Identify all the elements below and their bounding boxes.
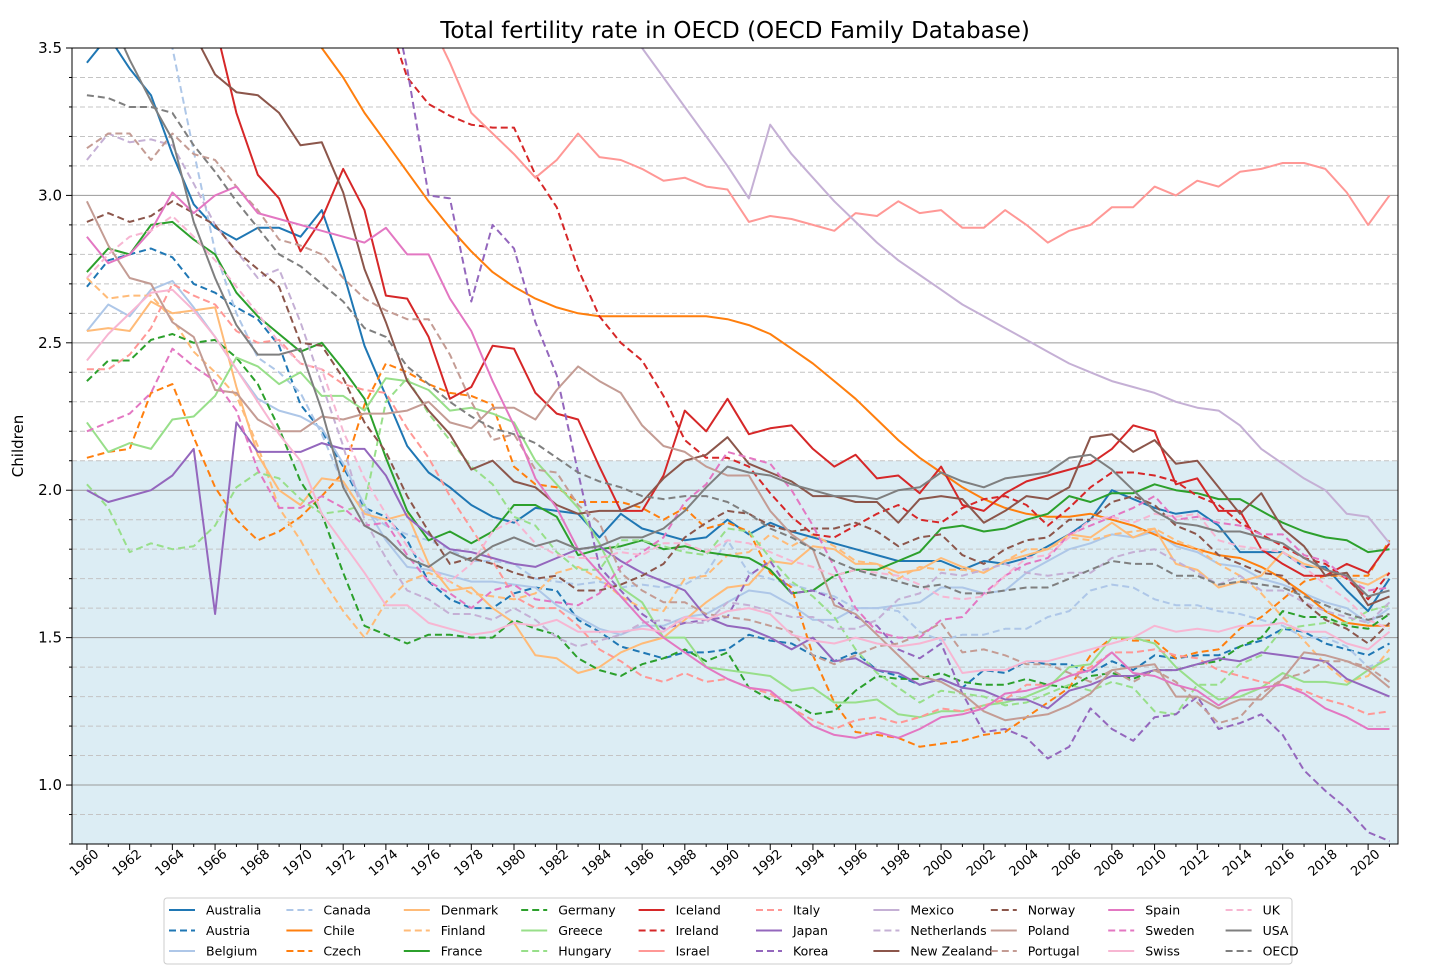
- y-tick-label: 1.5: [38, 629, 62, 647]
- legend-label: Greece: [558, 923, 603, 938]
- legend-label: Czech: [323, 944, 361, 959]
- legend-label: Germany: [558, 903, 616, 918]
- plot-frame: [71, 47, 1399, 845]
- series-line-new-zealand: [200, 48, 1390, 607]
- legend-label: Israel: [676, 944, 710, 959]
- series-line-netherlands: [86, 132, 1391, 648]
- below-replacement-band: [72, 460, 1398, 844]
- series-line-korea: [401, 48, 1390, 843]
- series-line-sweden: [86, 347, 1390, 639]
- y-axis: 1.0 1.5 2.0 2.5 3.0 3.5: [38, 39, 72, 845]
- legend-box: [163, 897, 1293, 965]
- legend-label: UK: [1263, 903, 1281, 918]
- legend-label: Korea: [793, 944, 828, 959]
- series-line-spain: [86, 185, 1390, 739]
- legend-label: USA: [1263, 923, 1289, 938]
- legend-label: Canada: [323, 903, 371, 918]
- y-tick-label: 3.0: [38, 186, 62, 204]
- series-line-israel: [441, 48, 1391, 244]
- series-line-italy: [86, 282, 1390, 730]
- legend-label: Netherlands: [910, 923, 986, 938]
- series-line-japan: [86, 421, 1390, 710]
- series-line-australia: [86, 48, 1391, 613]
- chart-title: Total fertility rate in OECD (OECD Famil…: [439, 18, 1030, 44]
- legend-label: Belgium: [206, 944, 257, 959]
- legend-label: Italy: [793, 903, 821, 918]
- series-line-mexico: [640, 48, 1391, 544]
- series-lines: [85, 48, 1391, 843]
- replacement-band: [72, 460, 1398, 844]
- y-tick-label: 2.5: [38, 334, 62, 352]
- legend-label: Norway: [1028, 903, 1076, 918]
- series-line-oecd: [86, 94, 1390, 621]
- series-line-france: [86, 220, 1390, 595]
- legend-label: Poland: [1028, 923, 1070, 938]
- y-tick-label: 1.0: [38, 776, 62, 794]
- legend-label: Hungary: [558, 944, 612, 959]
- series-line-hungary: [86, 377, 1390, 716]
- legend-label: Mexico: [910, 903, 954, 918]
- legend-label: Japan: [792, 923, 828, 938]
- legend: Australia Austria Belgium Canada Chile Czech D…: [163, 897, 1299, 965]
- series-line-poland: [85, 200, 1391, 722]
- series-line-finland: [86, 277, 1391, 683]
- series-line-austria: [86, 247, 1390, 689]
- legend-label: Sweden: [1145, 923, 1194, 938]
- legend-label: Austria: [206, 923, 250, 938]
- series-line-swiss: [86, 288, 1391, 674]
- y-tick-label: 3.5: [38, 39, 62, 57]
- series-line-chile: [320, 48, 1390, 627]
- series-line-greece: [86, 356, 1390, 719]
- series-line-usa: [123, 48, 1390, 598]
- y-axis-label: Children: [9, 415, 27, 477]
- legend-label: Ireland: [676, 923, 719, 938]
- legend-label: Portugal: [1028, 944, 1080, 959]
- series-line-uk: [86, 215, 1390, 630]
- legend-label: Iceland: [676, 903, 721, 918]
- series-line-germany: [86, 333, 1391, 716]
- series-line-portugal: [86, 132, 1391, 725]
- series-line-iceland: [219, 48, 1391, 577]
- legend-label: Spain: [1145, 903, 1180, 918]
- legend-label: Australia: [206, 903, 261, 918]
- legend-label: Finland: [441, 923, 486, 938]
- y-tick-label: 2.0: [38, 481, 62, 499]
- legend-label: OECD: [1263, 944, 1299, 959]
- legend-label: New Zealand: [910, 944, 992, 959]
- series-line-ireland: [396, 48, 1391, 601]
- series-line-norway: [86, 200, 1391, 645]
- legend-label: Denmark: [441, 903, 499, 918]
- legend-label: Chile: [323, 923, 355, 938]
- legend-label: Swiss: [1145, 944, 1180, 959]
- legend-label: France: [441, 944, 483, 959]
